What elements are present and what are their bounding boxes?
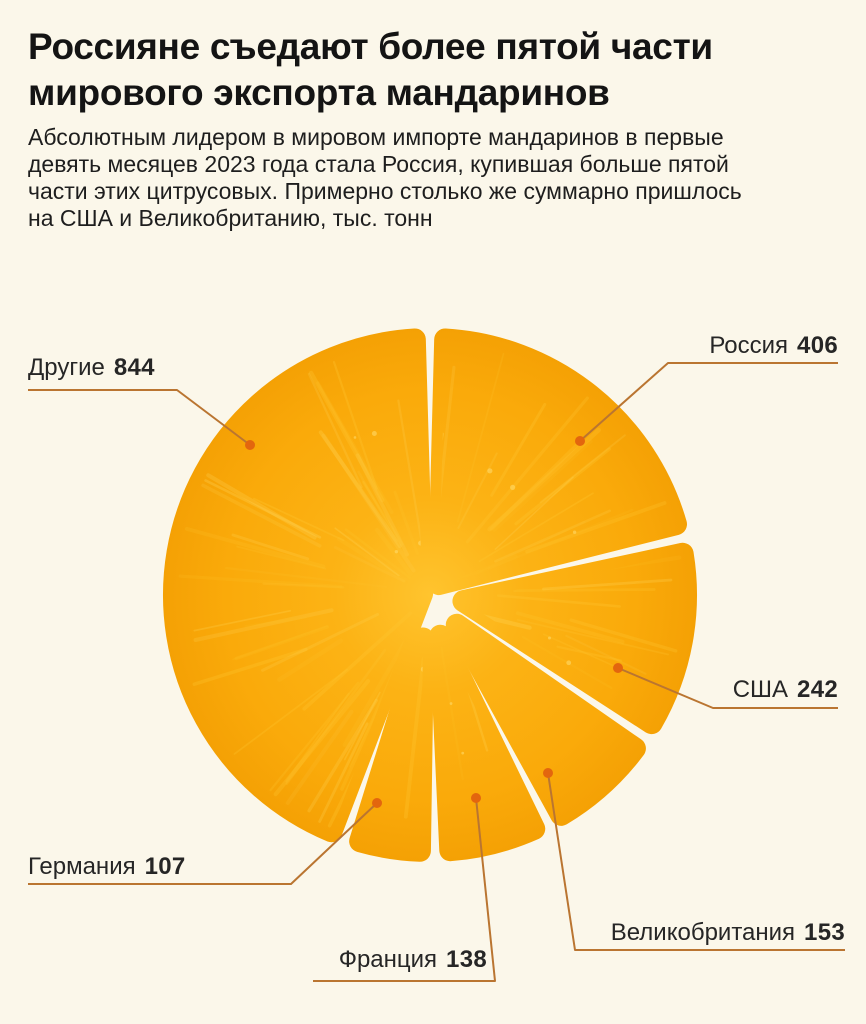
- leader-dot-france: [471, 793, 481, 803]
- pie-slice-france: [429, 624, 546, 862]
- leader-line-germany: [28, 802, 378, 885]
- pie-slice-germany: [349, 627, 435, 862]
- pie-slices: [163, 328, 697, 862]
- leader-dot-usa: [613, 663, 623, 673]
- leader-line-france: [313, 797, 496, 982]
- page-title: Россияне съедают более пятой части миров…: [28, 26, 713, 113]
- leader-dot-russia: [575, 436, 585, 446]
- leader-line-usa: [617, 667, 838, 709]
- page-subtitle: Абсолютным лидером в мировом импорте ман…: [28, 124, 742, 231]
- leader-line-russia: [579, 362, 838, 442]
- pie-slice-uk: [445, 613, 646, 826]
- leader-dot-germany: [372, 798, 382, 808]
- pie-slice-russia: [427, 328, 687, 596]
- leader-dot-uk: [543, 768, 553, 778]
- leader-line-uk: [547, 772, 845, 951]
- pie-slice-usa: [452, 542, 697, 735]
- leader-lines: [28, 362, 845, 982]
- leader-line-others: [28, 389, 251, 446]
- leader-dot-others: [245, 440, 255, 450]
- pie-slice-others: [163, 328, 434, 843]
